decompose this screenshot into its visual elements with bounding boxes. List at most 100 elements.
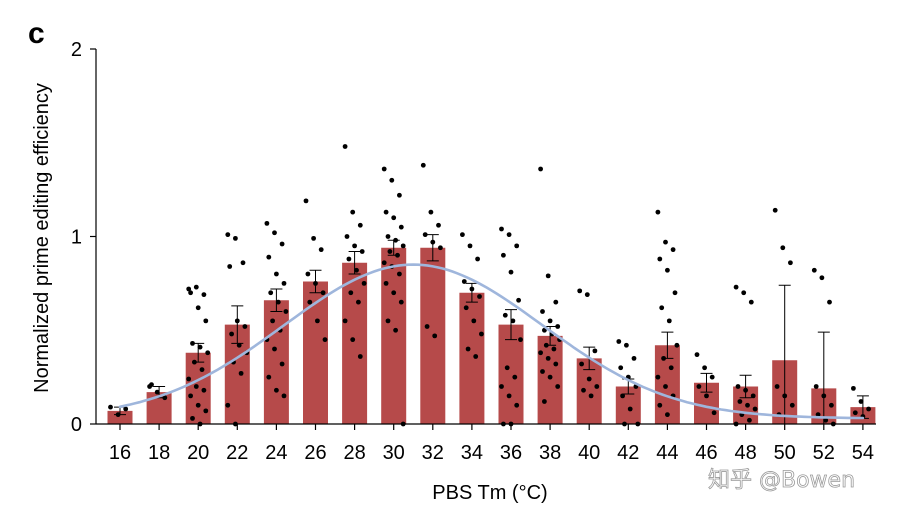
data-point — [735, 384, 741, 389]
panel-label: c — [28, 17, 45, 50]
data-point — [188, 393, 194, 399]
data-point — [281, 393, 287, 399]
data-point — [743, 387, 748, 393]
data-point — [512, 374, 518, 380]
data-point — [594, 384, 600, 389]
data-point — [463, 305, 469, 311]
data-point — [240, 260, 246, 266]
data-point — [346, 256, 352, 262]
data-point — [540, 369, 545, 374]
data-point — [504, 365, 510, 371]
data-point — [780, 245, 786, 251]
x-tick-label: 50 — [774, 442, 796, 464]
data-point — [391, 290, 397, 296]
data-point — [668, 365, 674, 371]
data-point — [499, 226, 504, 232]
data-point — [398, 299, 404, 305]
x-tick-label: 42 — [617, 442, 639, 464]
data-point — [400, 243, 406, 249]
data-point — [272, 346, 277, 352]
data-point — [538, 350, 543, 356]
data-point — [538, 166, 543, 172]
data-point — [501, 252, 506, 258]
bar — [107, 410, 133, 424]
data-point — [469, 286, 475, 292]
data-point — [821, 393, 827, 399]
data-point — [274, 271, 279, 277]
x-tick-label: 38 — [539, 442, 561, 464]
data-point — [555, 324, 561, 329]
data-point — [186, 286, 192, 292]
data-point — [313, 280, 318, 286]
data-point — [475, 256, 480, 262]
data-point — [663, 384, 668, 389]
data-point — [624, 342, 629, 348]
data-point — [479, 331, 484, 337]
data-point — [510, 318, 516, 324]
data-point — [518, 337, 523, 343]
data-point — [672, 290, 678, 296]
data-point — [555, 384, 561, 389]
data-point — [190, 340, 195, 346]
data-point — [711, 410, 717, 416]
data-point — [354, 267, 359, 273]
data-point — [190, 415, 195, 421]
data-point — [499, 384, 504, 389]
data-point — [108, 404, 113, 410]
data-point — [811, 267, 817, 273]
x-tick-label: 34 — [461, 442, 483, 464]
data-point — [661, 355, 666, 361]
data-point — [514, 402, 520, 408]
data-point — [395, 252, 400, 258]
data-point — [827, 299, 832, 305]
data-point — [737, 399, 743, 404]
data-point — [438, 245, 443, 251]
data-point — [420, 162, 426, 168]
data-point — [318, 247, 324, 253]
data-point — [393, 327, 398, 333]
data-point — [545, 273, 551, 279]
data-point — [186, 376, 192, 382]
data-point — [162, 395, 168, 401]
data-point — [540, 309, 545, 314]
data-point — [188, 290, 194, 296]
data-point — [663, 239, 668, 245]
data-point — [436, 222, 441, 228]
data-point — [149, 382, 154, 388]
data-point — [311, 235, 316, 241]
data-point — [750, 393, 756, 399]
bar — [381, 247, 407, 424]
fit-curve-line — [118, 263, 865, 420]
data-point — [303, 198, 309, 204]
data-point — [465, 346, 471, 352]
x-tick-label: 36 — [500, 442, 522, 464]
data-point — [195, 305, 201, 311]
data-point — [553, 299, 559, 305]
x-axis-title: PBS Tm (°C) — [432, 482, 547, 504]
data-point — [266, 374, 272, 380]
data-point — [813, 384, 819, 389]
data-point — [618, 365, 624, 371]
data-point — [733, 284, 739, 290]
x-tick-label: 20 — [187, 442, 209, 464]
plot-area: 0 1 2 16 18 20 22 24 26 28 30 32 34 36 38 40 42 44 46 48 50 5… — [71, 39, 876, 464]
data-point — [581, 387, 586, 393]
data-point — [344, 234, 350, 239]
data-point — [473, 354, 479, 359]
data-point — [631, 355, 637, 361]
data-point — [655, 209, 661, 215]
data-point — [815, 412, 821, 418]
data-point — [348, 290, 354, 296]
data-point — [356, 299, 361, 305]
x-tick-label: 18 — [148, 442, 170, 464]
data-point — [393, 237, 398, 243]
data-point — [430, 239, 436, 245]
data-point — [123, 406, 129, 412]
data-point — [264, 220, 270, 226]
data-point — [391, 215, 397, 221]
data-point — [195, 402, 201, 408]
data-point — [225, 402, 231, 408]
data-point — [852, 410, 858, 416]
data-point — [477, 294, 482, 299]
